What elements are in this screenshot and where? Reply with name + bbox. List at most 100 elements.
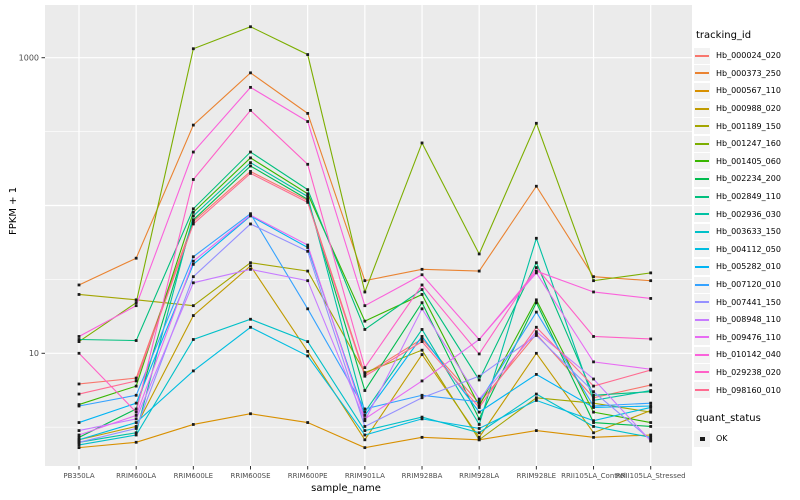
data-point — [363, 446, 367, 450]
data-point — [592, 401, 595, 405]
data-point — [534, 184, 538, 188]
legend-item: Hb_005282_010 — [694, 258, 800, 276]
data-point — [306, 188, 310, 192]
data-point — [191, 178, 195, 181]
data-point — [191, 281, 195, 285]
data-point — [191, 218, 195, 222]
data-point — [592, 406, 595, 409]
data-point — [306, 162, 310, 166]
legend-item-label: Hb_001189_150 — [716, 121, 781, 131]
legend-item: Hb_001405_060 — [694, 153, 800, 171]
legend-item-label: Hb_000567_110 — [716, 86, 781, 96]
data-point — [534, 310, 538, 314]
legend-item: Hb_000988_020 — [694, 100, 800, 118]
data-point — [249, 171, 252, 175]
data-point — [363, 290, 367, 294]
data-point — [363, 425, 367, 428]
legend-items: Hb_000024_020 Hb_000373_250 Hb_000567_110 H… — [694, 47, 800, 399]
data-point — [77, 293, 81, 296]
quant-ok-key-icon — [694, 430, 710, 447]
data-point — [592, 290, 595, 294]
legend-item-label: Hb_010142_040 — [716, 350, 781, 360]
data-point — [534, 351, 538, 355]
data-point — [649, 337, 653, 341]
data-point — [534, 325, 538, 329]
data-point — [649, 435, 653, 439]
panel-background — [45, 5, 692, 466]
data-point — [306, 195, 310, 198]
data-point — [649, 409, 653, 412]
y-tick-label: 10 — [29, 349, 39, 358]
legend-item-label: Hb_004112_050 — [716, 244, 781, 254]
x-tick-label: RRIM600LA — [116, 472, 156, 480]
data-point — [534, 269, 538, 273]
data-point — [306, 246, 310, 249]
data-point — [534, 332, 538, 336]
data-point — [649, 383, 653, 387]
data-point — [249, 161, 252, 165]
x-axis-title: sample_name — [311, 483, 381, 494]
data-point — [420, 340, 424, 343]
legend: tracking_id Hb_000024_020 Hb_000373_250 Hb… — [694, 30, 800, 447]
data-point — [477, 423, 481, 426]
data-point — [191, 338, 195, 341]
data-point — [249, 317, 252, 321]
data-point — [477, 410, 481, 414]
data-point — [249, 325, 252, 329]
data-point — [134, 376, 138, 380]
data-point — [363, 372, 367, 376]
data-point — [420, 301, 424, 305]
x-tick-label: RRIM928BA — [402, 472, 443, 480]
data-point — [191, 314, 195, 317]
data-point — [649, 401, 653, 405]
data-point — [191, 259, 195, 263]
data-point — [420, 273, 424, 277]
data-point — [191, 304, 195, 308]
data-point — [77, 435, 81, 439]
data-point — [134, 384, 138, 388]
data-point — [249, 267, 252, 271]
data-point — [534, 392, 538, 396]
legend-item: Hb_000567_110 — [694, 82, 800, 100]
data-point — [134, 417, 138, 421]
data-point — [306, 243, 310, 247]
x-tick-label: RRIM928LA — [459, 472, 499, 480]
data-point — [249, 25, 252, 29]
x-tick-label: RRIM928LE — [517, 472, 557, 480]
data-point — [420, 328, 424, 331]
data-point — [477, 438, 481, 442]
data-point — [649, 406, 653, 409]
legend-item: Hb_002849_110 — [694, 188, 800, 206]
data-point — [649, 279, 653, 283]
data-point — [191, 369, 195, 373]
data-point — [77, 440, 81, 444]
data-point — [249, 412, 252, 416]
legend-item-label: Hb_007120_010 — [716, 280, 781, 290]
data-point — [420, 396, 424, 400]
data-point — [363, 304, 367, 308]
data-point — [306, 53, 310, 56]
data-point — [592, 404, 595, 408]
data-point — [134, 410, 138, 414]
legend-item-label: Hb_009476_110 — [716, 332, 781, 342]
legend-item-label: Hb_098160_010 — [716, 385, 781, 395]
legend-key-icon — [694, 346, 710, 363]
x-tick-label: RRII105LA_Stressed — [616, 472, 686, 480]
data-point — [134, 427, 138, 430]
data-point — [534, 266, 538, 270]
data-point — [77, 283, 81, 287]
data-point — [191, 262, 195, 266]
data-point — [134, 421, 138, 424]
data-point — [363, 429, 367, 432]
data-point — [420, 307, 424, 311]
data-point — [134, 431, 138, 435]
data-point — [134, 304, 138, 308]
legend-key-icon — [694, 170, 710, 187]
legend-key-icon — [694, 153, 710, 170]
data-point — [249, 108, 252, 112]
data-point — [249, 212, 252, 216]
legend-key-icon — [694, 329, 710, 346]
data-point — [420, 335, 424, 338]
legend-key-icon — [694, 65, 710, 82]
